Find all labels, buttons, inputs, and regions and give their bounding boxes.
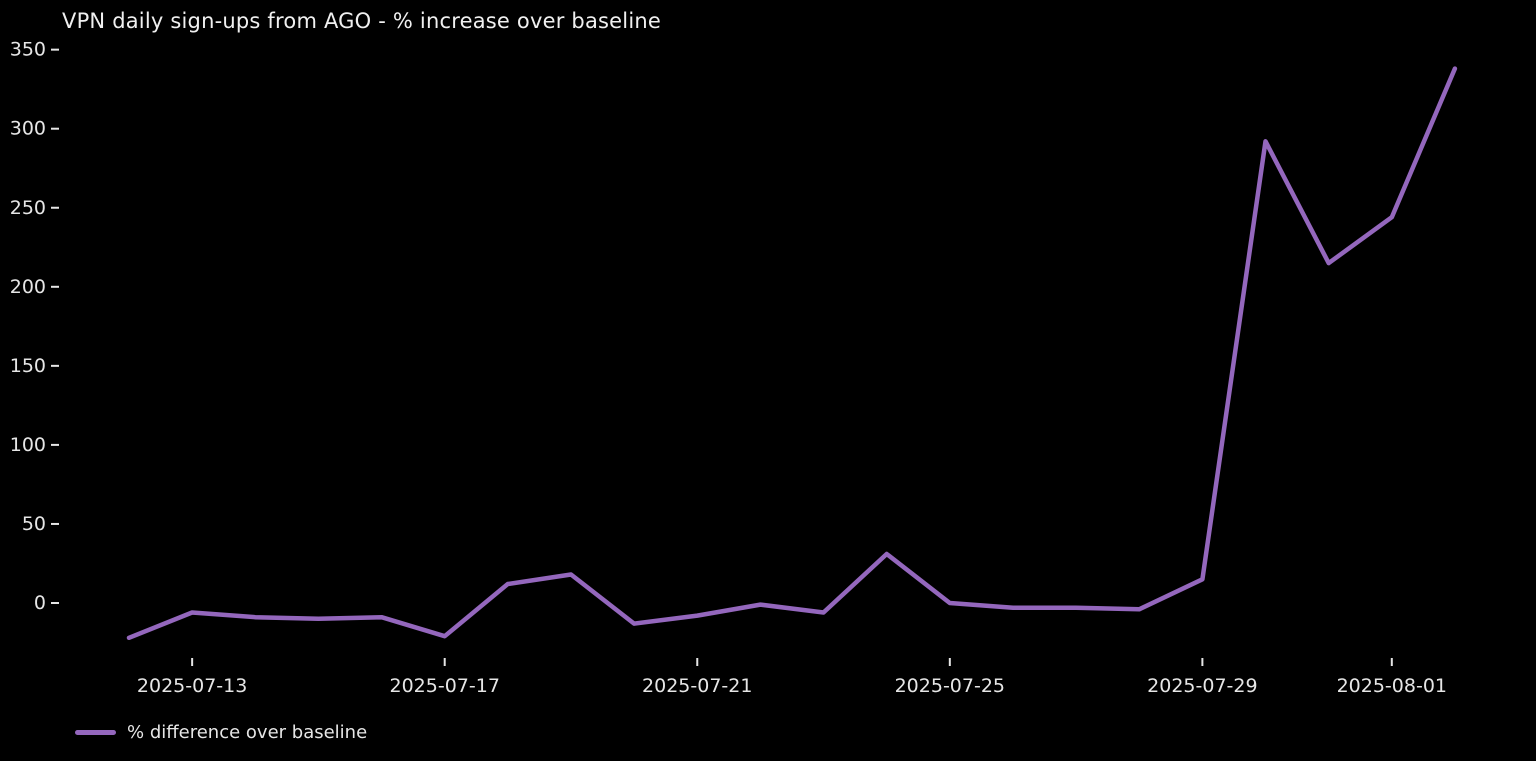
x-axis-tick-label: 2025-07-21 xyxy=(642,675,752,697)
x-axis-tick-label: 2025-07-25 xyxy=(895,675,1005,697)
y-axis-tick-label: 250 xyxy=(10,197,46,219)
y-axis-tick-label: 50 xyxy=(22,513,46,535)
legend-series-label: % difference over baseline xyxy=(127,722,368,743)
y-axis-tick-label: 150 xyxy=(10,355,46,377)
legend: % difference over baseline xyxy=(75,722,367,743)
x-axis-tick-label: 2025-07-29 xyxy=(1147,675,1257,697)
y-axis-tick-label: 200 xyxy=(10,276,46,298)
data-series-line xyxy=(126,66,1458,641)
x-axis-tick-label: 2025-07-17 xyxy=(389,675,499,697)
legend-line-swatch xyxy=(75,730,116,735)
y-axis-tick-label: 350 xyxy=(10,39,46,61)
x-axis-tick-label: 2025-07-13 xyxy=(137,675,247,697)
y-axis-tick-label: 300 xyxy=(10,118,46,140)
y-axis-tick-label: 0 xyxy=(34,592,46,614)
chart-title: VPN daily sign-ups from AGO - % increase… xyxy=(62,9,661,33)
y-axis-tick-label: 100 xyxy=(10,434,46,456)
x-axis-tick-label: 2025-08-01 xyxy=(1337,675,1447,697)
